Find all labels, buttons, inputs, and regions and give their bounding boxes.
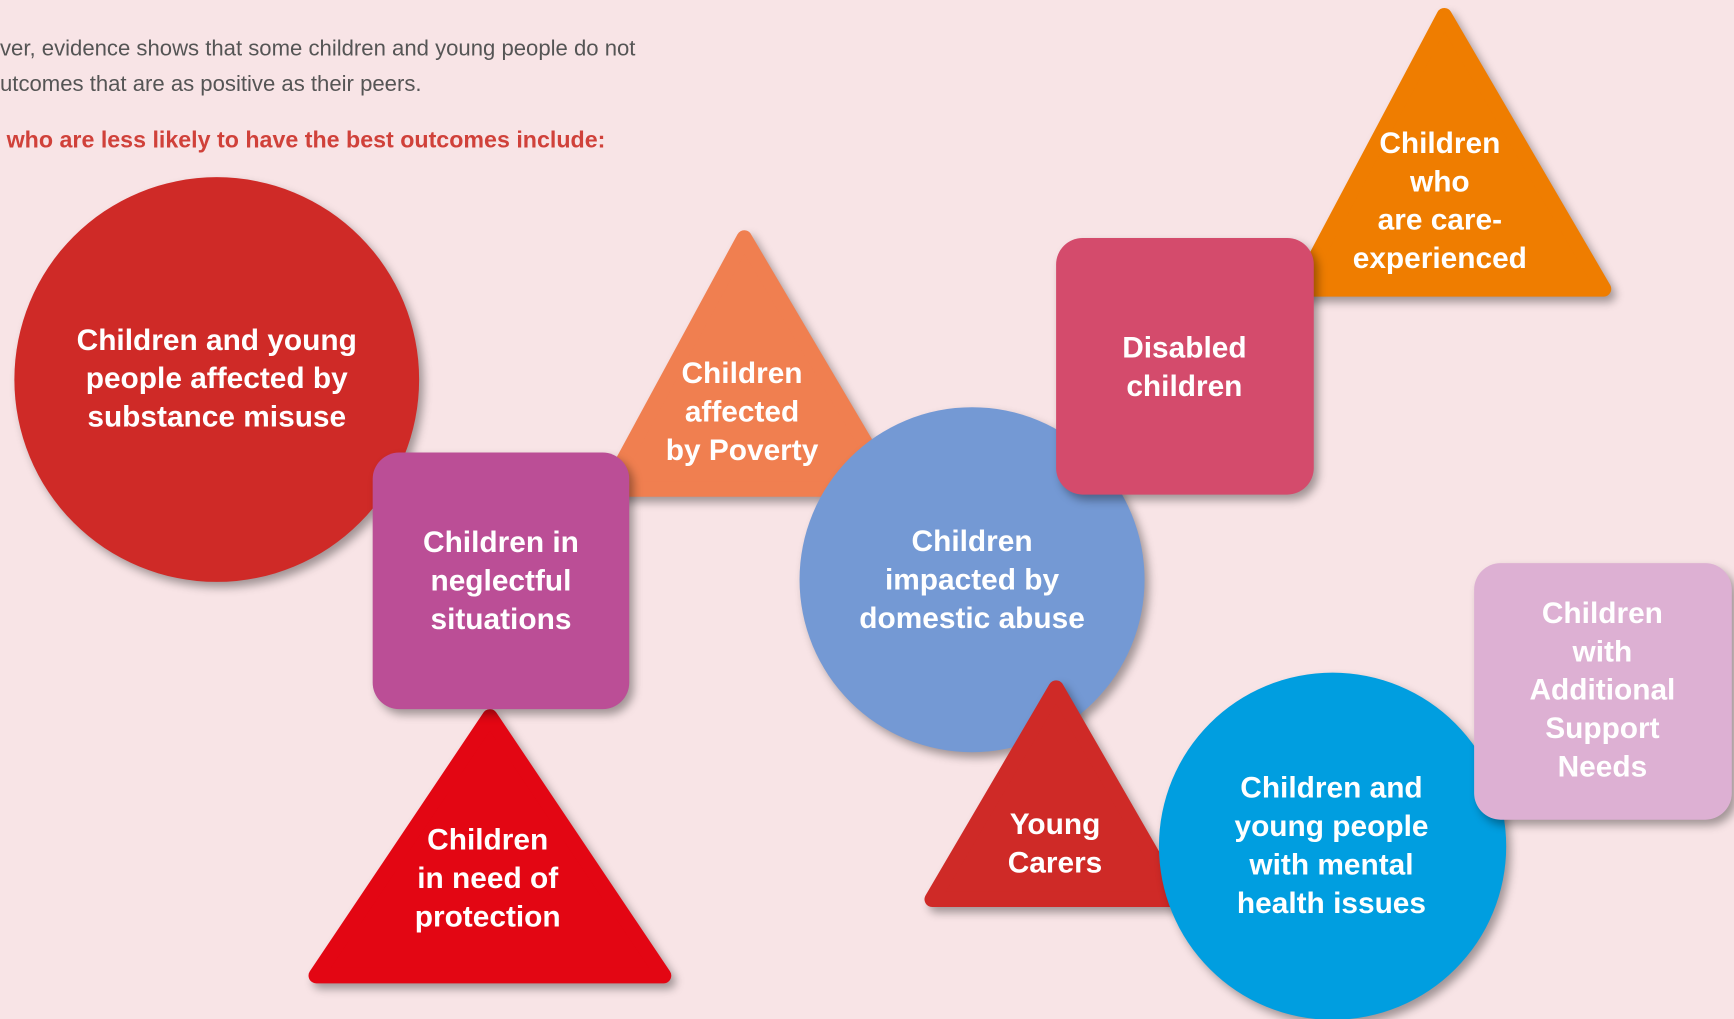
shape-label: in need of (417, 862, 558, 895)
shape-label: young people (1234, 810, 1428, 843)
shape-label: Children (427, 824, 548, 857)
shape-label: with mental (1248, 848, 1413, 881)
circle-shape (1159, 672, 1507, 1019)
shape-label: Disabled (1122, 332, 1246, 365)
shape-label: neglectful (430, 565, 571, 598)
intro-line: utcomes that are as positive as their pe… (0, 71, 422, 96)
shape-label: children (1126, 370, 1242, 403)
shape-label: Children in (423, 526, 579, 559)
shape-label: impacted by (885, 563, 1060, 596)
shape-label: are care- (1378, 204, 1502, 237)
square-shape (1056, 238, 1314, 495)
shape-label: Additional (1529, 674, 1675, 707)
shape-label: by Poverty (666, 434, 819, 467)
shape-label: people affected by (86, 362, 348, 395)
shape-label: experienced (1353, 242, 1527, 275)
shape-label: with (1572, 635, 1633, 668)
shape-label: Children and (1240, 772, 1422, 805)
shape-label: Carers (1008, 847, 1103, 880)
shape-label: situations (430, 603, 571, 636)
triangle-shape (1291, 7, 1612, 297)
shape-label: who (1409, 165, 1470, 198)
heading: who are less likely to have the best out… (6, 126, 606, 152)
triangle-shape (308, 709, 672, 984)
shape-label: health issues (1237, 887, 1426, 920)
shape-label: Children (1379, 127, 1500, 160)
shape-label: Young (1010, 808, 1101, 841)
shape-label: affected (685, 395, 799, 428)
shape-label: Support (1545, 712, 1659, 745)
circle-shape (799, 407, 1145, 753)
shape-label: Children (1542, 597, 1663, 630)
triangle-shape (600, 230, 901, 497)
intro-line: ver, evidence shows that some children a… (0, 36, 635, 61)
shape-label: protection (415, 900, 561, 933)
shape-label: Children and young (77, 324, 357, 357)
shape-label: Children (912, 525, 1033, 558)
shape-label: domestic abuse (859, 602, 1085, 635)
shape-label: Needs (1558, 750, 1648, 783)
shape-label: Children (682, 357, 803, 390)
square-shape (1474, 563, 1732, 820)
triangle-shape (924, 680, 1186, 908)
square-shape (372, 452, 630, 710)
circle-shape (14, 177, 420, 582)
shape-label: substance misuse (87, 401, 346, 434)
